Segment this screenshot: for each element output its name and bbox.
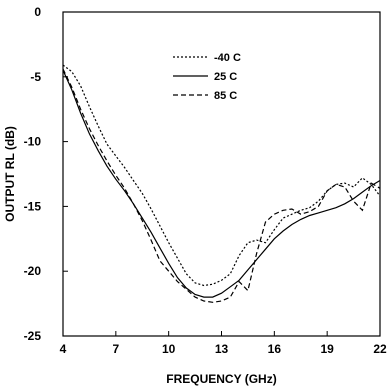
series-line-1 <box>62 70 381 298</box>
legend-label: 25 C <box>214 71 237 83</box>
y-axis: 0 -5 -10 -15 -20 -25 <box>24 5 68 343</box>
series-layer <box>62 64 381 303</box>
y-tick-label: -20 <box>24 264 42 278</box>
legend: -40 C 25 C 85 C <box>173 52 241 102</box>
x-tick-label: 10 <box>162 342 176 356</box>
y-axis-label: OUTPUT RL (dB) <box>3 126 17 222</box>
x-axis: 4 7 10 13 16 19 22 <box>60 331 387 356</box>
series-line-2 <box>62 68 381 303</box>
x-axis-label: FREQUENCY (GHz) <box>166 372 276 386</box>
legend-label: 85 C <box>214 90 237 102</box>
y-tick-label: -15 <box>24 199 42 213</box>
x-tick-label: 13 <box>215 342 229 356</box>
y-tick-label: -5 <box>30 70 41 84</box>
y-tick-label: -25 <box>24 329 42 343</box>
legend-label: -40 C <box>214 52 241 64</box>
x-tick-label: 7 <box>112 342 119 356</box>
x-tick-label: 4 <box>60 342 67 356</box>
x-tick-label: 16 <box>268 342 282 356</box>
y-tick-label: 0 <box>34 5 41 19</box>
x-tick-label: 22 <box>373 342 387 356</box>
y-tick-label: -10 <box>24 135 42 149</box>
x-tick-label: 19 <box>320 342 334 356</box>
